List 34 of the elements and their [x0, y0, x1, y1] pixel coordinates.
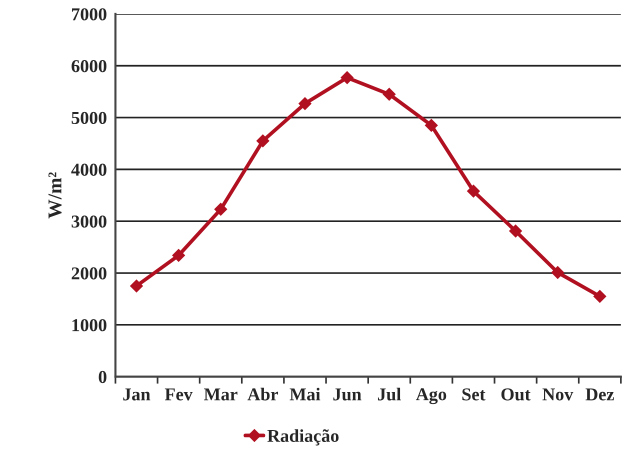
point [172, 248, 186, 262]
y-tick-label: 2000 [72, 267, 106, 280]
point [424, 118, 438, 132]
point [298, 97, 312, 110]
point [509, 224, 522, 238]
x-tick-label: Ago [416, 388, 446, 404]
y-axis-title: W/m² [48, 172, 62, 218]
x-tick-label: Out [501, 388, 531, 401]
x-tick-label: Jan [123, 388, 150, 400]
y-tick-label: 6000 [72, 60, 106, 72]
y-tick-label: 4000 [71, 164, 106, 176]
x-tick-label: Jul [378, 388, 401, 401]
point [467, 184, 480, 198]
point [551, 266, 564, 279]
y-tick-label: 0 [98, 370, 106, 384]
point [340, 71, 354, 84]
y-tick-label: 5000 [72, 112, 106, 124]
x-tick-label: Fev [164, 388, 193, 400]
legend-label: Radiação [267, 429, 339, 446]
y-tick-label: 3000 [72, 215, 106, 228]
x-tick-label: Mai [290, 388, 320, 400]
point [382, 88, 396, 101]
x-tick-label: Mar [204, 388, 238, 400]
point [214, 202, 228, 216]
point [593, 290, 606, 303]
y-tick-label: 7000 [72, 8, 106, 20]
x-tick-label: Jun [333, 388, 362, 401]
x-tick-label: Set [462, 388, 486, 400]
x-tick-label: Abr [247, 388, 278, 400]
x-tick-label: Dez [586, 388, 614, 400]
point [256, 134, 270, 148]
point [130, 280, 143, 292]
y-tick-label: 1000 [72, 319, 106, 332]
x-tick-label: Nov [542, 388, 574, 400]
